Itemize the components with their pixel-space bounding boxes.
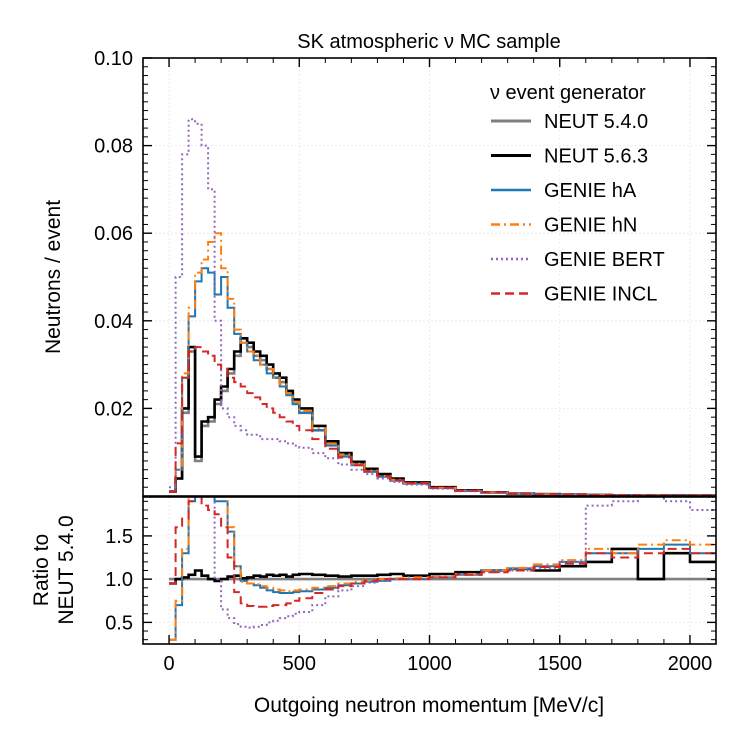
ratio-y-tick-label: 1.5: [105, 526, 133, 548]
chart-title: SK atmospheric ν MC sample: [297, 31, 560, 53]
x-tick-label: 2000: [668, 653, 713, 675]
ratio-line-genie-hn: [169, 497, 716, 641]
ratio-y-tick-label: 0.5: [105, 612, 133, 634]
series-line-genie-hn: [169, 232, 716, 496]
top-y-tick-label: 0.02: [94, 398, 133, 420]
series-line-genie-bert: [169, 118, 716, 496]
legend: ν event generator NEUT 5.4.0 NEUT 5.6.3 GE…: [490, 82, 665, 306]
ratio-line-genie-ha: [169, 497, 716, 641]
top-y-tick-label: 0.10: [94, 48, 133, 70]
legend-label-neut-5-4-0: NEUT 5.4.0: [544, 111, 648, 133]
series-line-neut-5-6-3: [169, 337, 716, 496]
ratio-y-axis-label-line1: Ratio to: [30, 534, 53, 606]
ratio-panel-series: [169, 497, 716, 641]
ratio-y-axis-label-line2: NEUT 5.4.0: [55, 515, 78, 624]
x-tick-label: 1000: [407, 653, 452, 675]
legend-label-genie-hn: GENIE hN: [544, 215, 637, 237]
legend-label-genie-incl: GENIE INCL: [544, 284, 657, 306]
top-y-tick-label: 0.08: [94, 136, 133, 158]
ratio-y-tick-label: 1.0: [105, 569, 133, 591]
legend-label-genie-ha: GENIE hA: [544, 180, 637, 202]
legend-title: ν event generator: [490, 82, 646, 104]
x-tick-label: 0: [163, 653, 174, 675]
legend-label-neut-5-6-3: NEUT 5.6.3: [544, 146, 648, 168]
axis-ticks: 0 500 1000 1500 2000 0.02 0.04 0.06 0.08 0.10 0.5 1…: [94, 48, 717, 675]
series-line-genie-incl: [169, 346, 716, 496]
series-line-neut-5-4-0: [169, 337, 716, 496]
top-y-axis-label: Neutrons / event: [42, 200, 65, 354]
top-panel-series: [169, 118, 716, 496]
x-tick-label: 1500: [537, 653, 582, 675]
x-tick-label: 500: [283, 653, 316, 675]
x-axis-label: Outgoing neutron momentum [MeV/c]: [254, 694, 604, 717]
ratio-line-genie-incl: [169, 497, 716, 608]
top-y-tick-label: 0.06: [94, 223, 133, 245]
top-y-tick-label: 0.04: [94, 311, 133, 333]
legend-label-genie-bert: GENIE BERT: [544, 249, 665, 271]
